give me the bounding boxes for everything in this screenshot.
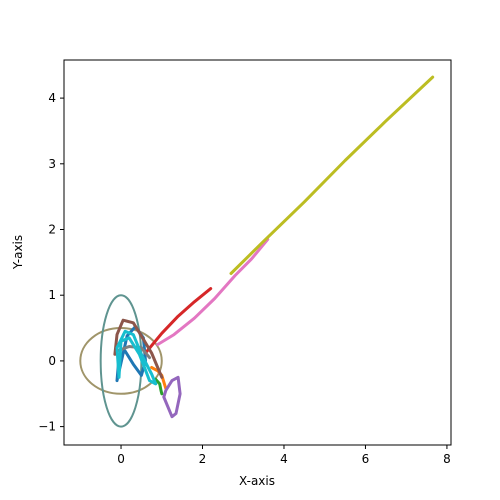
series-layer bbox=[79, 75, 435, 428]
x-tick-label: 2 bbox=[199, 452, 207, 466]
y-axis-label: Y-axis bbox=[11, 235, 25, 270]
y-tick-label: 0 bbox=[48, 354, 56, 368]
series-line-9 bbox=[115, 329, 158, 386]
x-axis-label: X-axis bbox=[239, 474, 275, 488]
plot-frame bbox=[63, 59, 452, 446]
x-tick-label: 4 bbox=[280, 452, 288, 466]
y-tick-label: −1 bbox=[38, 420, 56, 434]
y-tick-label: 1 bbox=[48, 288, 56, 302]
x-axis-ticks: 0 2 4 6 8 bbox=[117, 445, 451, 466]
y-tick-label: 3 bbox=[48, 157, 56, 171]
series-line-4 bbox=[162, 375, 182, 419]
x-tick-label: 0 bbox=[117, 452, 125, 466]
y-tick-label: 4 bbox=[48, 91, 56, 105]
series-line-8 bbox=[229, 75, 435, 275]
y-axis-ticks: −1 0 1 2 3 4 bbox=[38, 91, 64, 434]
y-tick-label: 2 bbox=[48, 223, 56, 237]
series-line-3 bbox=[144, 287, 213, 355]
x-tick-label: 6 bbox=[362, 452, 370, 466]
series-line-6 bbox=[156, 237, 270, 346]
x-tick-label: 8 bbox=[443, 452, 451, 466]
series-line-2 bbox=[154, 377, 164, 396]
series-line-5 bbox=[113, 318, 164, 379]
